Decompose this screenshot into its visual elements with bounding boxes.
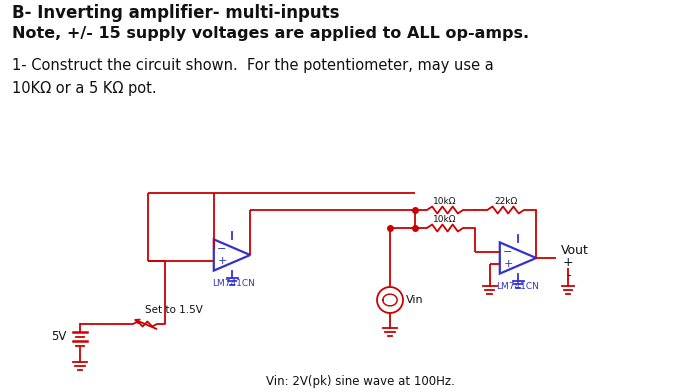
- Text: −: −: [217, 244, 227, 254]
- Text: Set to 1.5V: Set to 1.5V: [145, 305, 203, 315]
- Text: Vin: Vin: [406, 295, 424, 305]
- Text: 10kΩ: 10kΩ: [433, 197, 456, 206]
- Text: Vin: 2V(pk) sine wave at 100Hz.: Vin: 2V(pk) sine wave at 100Hz.: [265, 376, 454, 388]
- Text: +: +: [563, 256, 573, 270]
- Text: -: -: [566, 270, 570, 283]
- Text: LM741CN: LM741CN: [213, 279, 255, 288]
- Text: Vout: Vout: [561, 243, 589, 256]
- Text: 10kΩ: 10kΩ: [433, 215, 456, 224]
- Text: 1- Construct the circuit shown.  For the potentiometer, may use a
10KΩ or a 5 KΩ: 1- Construct the circuit shown. For the …: [12, 58, 493, 96]
- Text: LM741CN: LM741CN: [496, 281, 540, 290]
- Text: 22kΩ: 22kΩ: [494, 197, 517, 206]
- Text: +: +: [217, 256, 227, 266]
- Text: 5V: 5V: [50, 330, 66, 343]
- Text: +: +: [503, 259, 512, 269]
- Text: −: −: [503, 247, 512, 257]
- Text: Note, +/- 15 supply voltages are applied to ALL op-amps.: Note, +/- 15 supply voltages are applied…: [12, 26, 529, 41]
- Text: B- Inverting amplifier- multi-inputs: B- Inverting amplifier- multi-inputs: [12, 4, 339, 22]
